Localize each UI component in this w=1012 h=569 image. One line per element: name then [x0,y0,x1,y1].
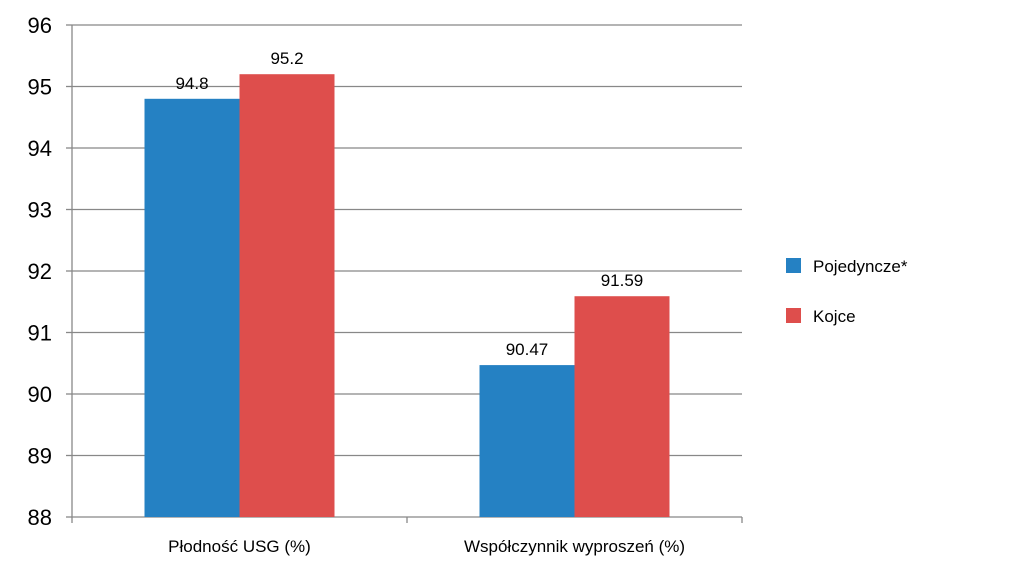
y-tick-label: 90 [28,382,52,407]
data-label: 94.8 [175,74,208,93]
data-label: 95.2 [270,49,303,68]
y-tick-label: 95 [28,75,52,100]
bar [574,296,670,517]
y-tick-label: 91 [28,321,52,346]
y-tick-label: 94 [28,136,52,161]
y-tick-label: 96 [28,13,52,38]
axes: 88 89 90 91 92 93 94 95 96 Płodność USG (%) Współc… [28,13,743,556]
y-tick-label: 93 [28,198,52,223]
data-label: 91.59 [601,271,644,290]
y-tick-label: 89 [28,444,52,469]
legend-swatch [786,308,801,323]
legend-swatch [786,258,801,273]
legend: Pojedyncze* Kojce [786,257,908,326]
bar [239,74,335,517]
category-label: Współczynnik wyproszeń (%) [464,537,685,556]
bar [144,98,240,518]
legend-label: Pojedyncze* [813,257,908,276]
bars [144,74,670,518]
category-label: Płodność USG (%) [168,537,311,556]
y-tick-label: 88 [28,505,52,530]
data-labels: 94.8 95.2 90.47 91.59 [175,49,643,359]
bar [479,365,575,517]
y-tick-label: 92 [28,259,52,284]
data-label: 90.47 [506,340,549,359]
legend-label: Kojce [813,307,856,326]
